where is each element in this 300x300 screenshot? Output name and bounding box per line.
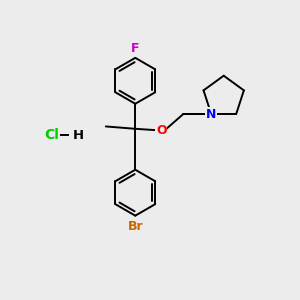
Text: Br: Br (128, 220, 143, 233)
Text: O: O (156, 124, 166, 137)
Text: Cl: Cl (44, 128, 59, 142)
Text: F: F (131, 42, 140, 55)
Text: N: N (206, 108, 216, 121)
Text: H: H (72, 129, 83, 142)
